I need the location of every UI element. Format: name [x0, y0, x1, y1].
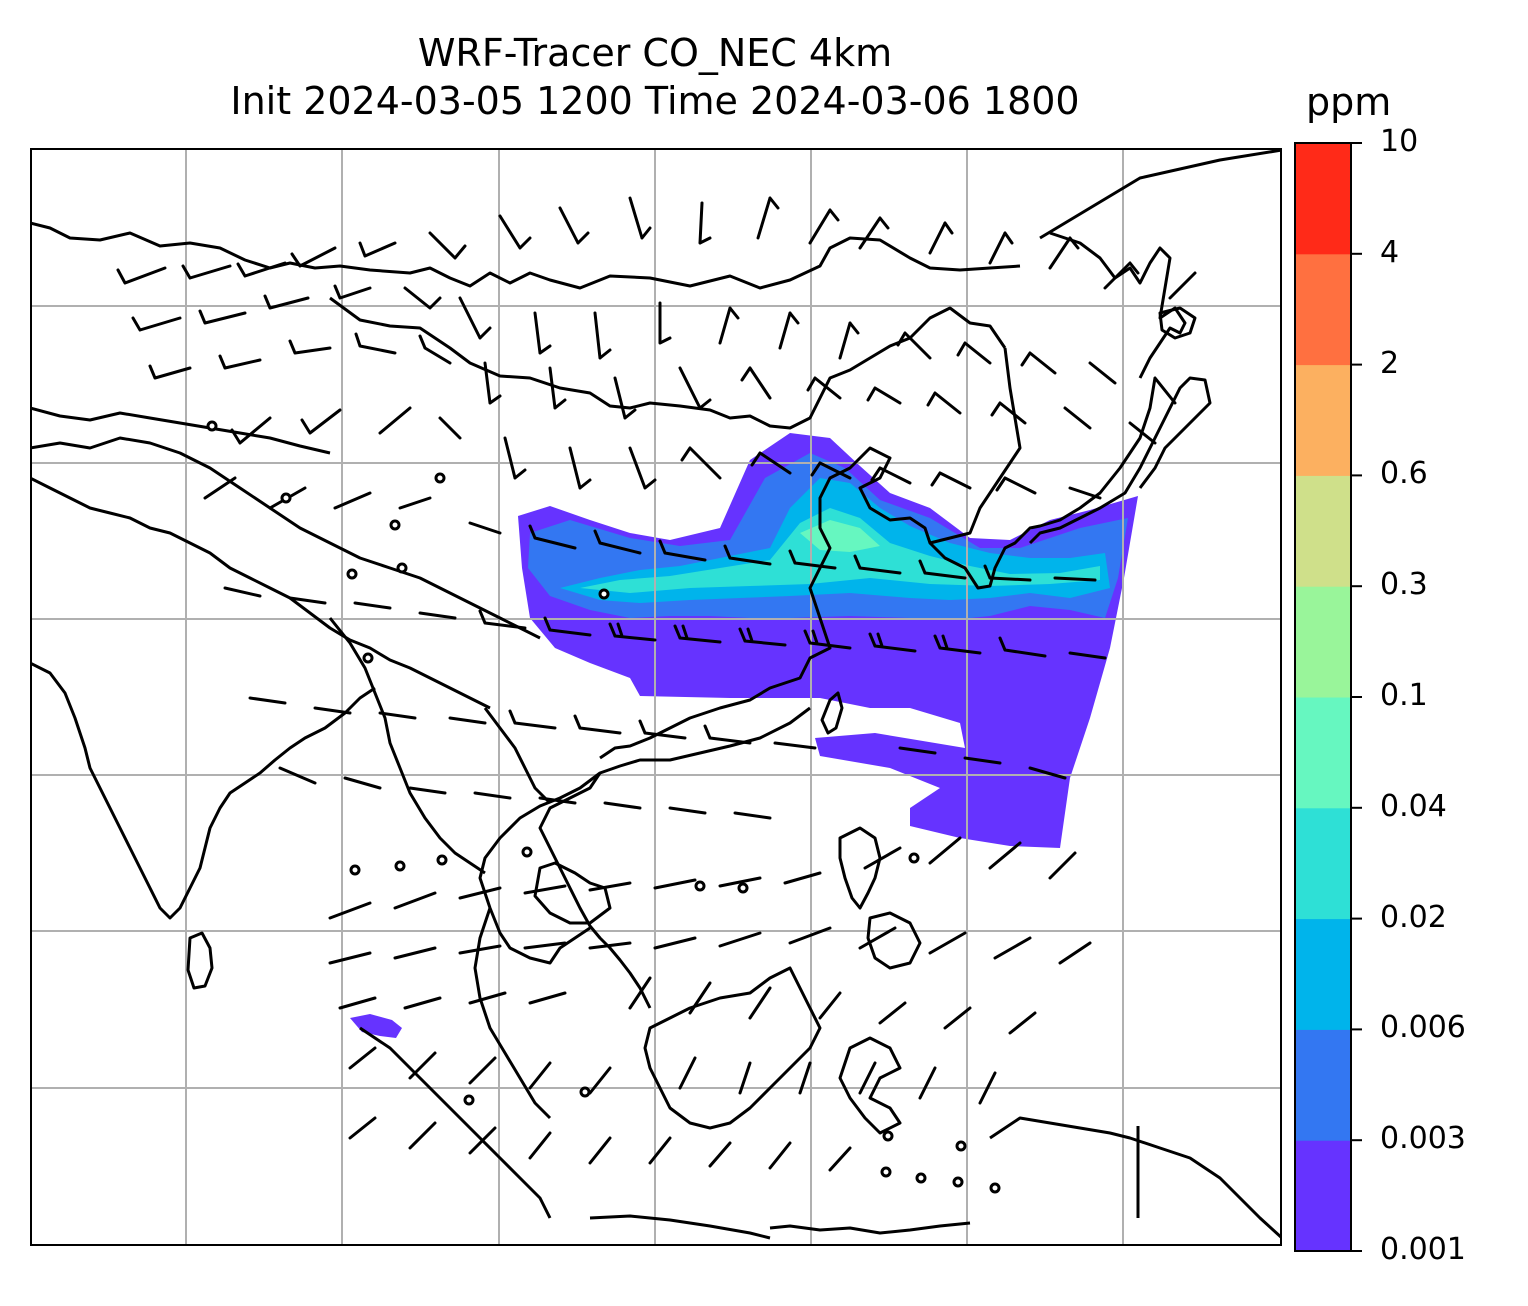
coast-hokkaido: [1158, 306, 1197, 340]
plume-fragment-south: [350, 1014, 402, 1038]
coast-new-guinea: [989, 1116, 1282, 1240]
coast-south-china: [538, 706, 811, 1009]
map-title-line1: WRF-Tracer CO_NEC 4km: [417, 31, 893, 75]
colorbar-band: [1295, 1029, 1351, 1141]
colorbar-tick-label: 0.001: [1380, 1232, 1466, 1267]
colorbar-band: [1295, 1140, 1351, 1252]
border-russia-mongolia: [30, 221, 1021, 290]
colorbar-band: [1295, 918, 1351, 1030]
colorbar-ticks: [1351, 142, 1362, 1252]
colorbar-bands: [1295, 143, 1351, 1252]
colorbar-tick-label: 0.02: [1380, 899, 1447, 935]
colorbar-tick-label: 4: [1380, 234, 1400, 270]
colorbar-band: [1295, 364, 1351, 476]
map-panel: [30, 148, 1282, 1246]
map-frame: [30, 148, 1282, 1246]
border-laos-vietnam: [483, 707, 552, 805]
colorbar-tick-label: 10: [1380, 124, 1419, 159]
colorbar-tick-label: 2: [1380, 345, 1400, 381]
colorbar-tick-label: 0.006: [1380, 1010, 1466, 1046]
colorbar-units: ppm: [1306, 80, 1392, 124]
coast-gulf-thailand: [533, 861, 612, 925]
coast-sri-lanka: [186, 931, 214, 990]
colorbar: [1294, 142, 1362, 1252]
coast-sulawesi: [838, 1036, 902, 1135]
border-south-asia: [30, 476, 491, 710]
border-himalaya: [30, 436, 541, 640]
coast-india: [30, 661, 376, 920]
colorbar-tick-label: 0.1: [1380, 678, 1428, 713]
colorbar-band: [1295, 253, 1351, 366]
colorbar-tick-label: 0.6: [1380, 456, 1428, 492]
coast-java: [589, 1214, 771, 1240]
wind-barbs: [116, 196, 1197, 1172]
coast-philippines-mindanao: [866, 911, 922, 970]
colorbar-band: [1295, 475, 1351, 587]
colorbar-tick-label: 0.003: [1380, 1121, 1466, 1157]
map-title-line2: Init 2024-03-05 1200 Time 2024-03-06 180…: [230, 79, 1080, 123]
coast-northeast: [1039, 148, 1282, 240]
coast-japan: [1028, 376, 1212, 545]
colorbar-tick-label: 0.04: [1380, 788, 1447, 824]
colorbar-band: [1295, 807, 1351, 920]
coast-korea-china: [599, 347, 1022, 760]
coast-korean-peninsula: [928, 377, 1157, 590]
coast-lesser-sunda: [769, 1221, 971, 1235]
border-central-asia: [30, 406, 331, 455]
colorbar-band: [1295, 143, 1351, 255]
border-mongolia-china: [329, 296, 1007, 430]
coast-malay-peninsula: [473, 907, 552, 1120]
co-tracer-plume: [350, 433, 1138, 1038]
colorbar-band: [1295, 586, 1351, 698]
calm-wind-markers: [206, 420, 1001, 1194]
colorbar-band: [1295, 697, 1351, 809]
colorbar-tick-label: 0.3: [1380, 567, 1428, 603]
colorbar-frame: [1294, 142, 1352, 1252]
coast-philippines-luzon: [838, 826, 882, 910]
coast-borneo: [643, 966, 822, 1130]
coast-taiwan: [820, 691, 844, 735]
coast-sumatra: [359, 1026, 552, 1219]
border-myanmar: [328, 617, 486, 875]
coast-okhotsk: [1049, 231, 1187, 379]
